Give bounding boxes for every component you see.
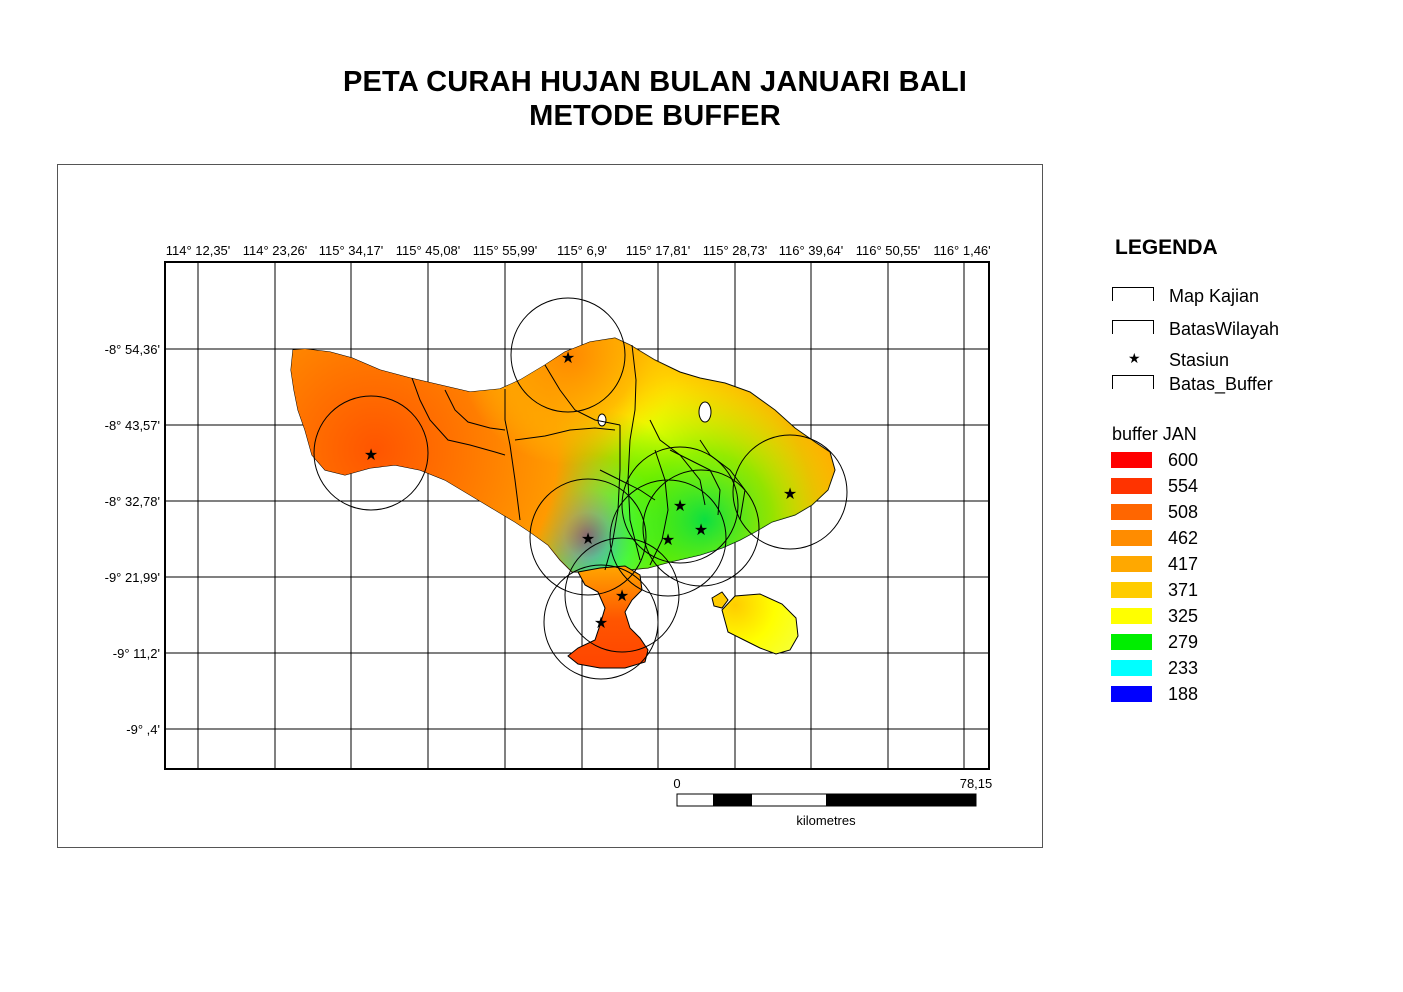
batas-wilayah-symbol xyxy=(1112,320,1154,334)
scale-unit: kilometres xyxy=(796,813,856,828)
scale-bar: 0 78,15 kilometres xyxy=(673,776,992,828)
legend-ramp-title: buffer JAN xyxy=(1112,424,1197,444)
longitude-labels: 114° 12,35' 114° 23,26' 115° 34,17' 115°… xyxy=(166,243,991,258)
lat-label: -9° 11,2' xyxy=(113,646,160,661)
station-legend-icon: ★ xyxy=(1128,350,1141,366)
lon-label: 114° 23,26' xyxy=(243,243,308,258)
legend-swatch xyxy=(1111,530,1152,546)
legend-batas-buffer: Batas_Buffer xyxy=(1169,374,1273,394)
legend-swatch xyxy=(1111,660,1152,676)
nusa-penida xyxy=(721,593,799,655)
nusa-lembongan xyxy=(711,591,729,609)
lake xyxy=(698,401,712,423)
lon-label: 115° 17,81' xyxy=(626,243,691,258)
legend-title: LEGENDA xyxy=(1115,236,1218,259)
station-marker: ★ xyxy=(661,532,675,549)
legend-swatch-label: 600 xyxy=(1168,450,1199,470)
map-frame xyxy=(57,164,1043,848)
legend-map-kajian: Map Kajian xyxy=(1169,286,1260,306)
buffer-circles xyxy=(313,297,848,680)
lat-label: -9° ,4' xyxy=(126,722,160,737)
batas-buffer-symbol xyxy=(1112,375,1154,389)
lon-label: 115° 55,99' xyxy=(473,243,538,258)
legend-swatch-label: 325 xyxy=(1168,606,1199,626)
station-marker: ★ xyxy=(694,522,708,539)
station-marker: ★ xyxy=(783,486,797,503)
map-title-line2: METODE BUFFER xyxy=(529,100,781,132)
legend-swatch xyxy=(1111,582,1152,598)
regency-boundaries xyxy=(411,344,746,571)
station-marker: ★ xyxy=(581,531,595,548)
lon-label: 115° 6,9' xyxy=(557,243,607,258)
lat-label: -8° 43,57' xyxy=(105,418,160,433)
legend-swatch xyxy=(1111,556,1152,572)
lon-label: 116° 50,55' xyxy=(856,243,921,258)
legend-swatch xyxy=(1111,452,1152,468)
lat-label: -9° 21,99' xyxy=(105,570,160,585)
lat-label: -8° 32,78' xyxy=(105,494,160,509)
legend-swatch xyxy=(1111,686,1152,702)
bali-island: ★ ★ ★ ★ ★ ★ ★ ★ ★ xyxy=(290,297,848,680)
lon-label: 115° 28,73' xyxy=(703,243,768,258)
legend-swatch xyxy=(1111,504,1152,520)
map-kajian-symbol xyxy=(1112,287,1154,301)
legend-swatch-label: 462 xyxy=(1168,528,1199,548)
lon-label: 115° 45,08' xyxy=(396,243,461,258)
legend-swatch xyxy=(1111,608,1152,624)
legend-swatch-label: 554 xyxy=(1168,476,1199,496)
legend-swatch-label: 371 xyxy=(1168,580,1199,600)
lon-label: 116° 39,64' xyxy=(779,243,844,258)
legend-swatch-label: 233 xyxy=(1168,658,1199,678)
station-marker: ★ xyxy=(594,615,608,632)
lon-label: 114° 12,35' xyxy=(166,243,231,258)
lon-label: 116° 1,46' xyxy=(933,243,990,258)
legend-swatch-label: 279 xyxy=(1168,632,1199,652)
legend-swatch xyxy=(1111,478,1152,494)
scale-end: 78,15 xyxy=(960,776,993,791)
lon-label: 115° 34,17' xyxy=(319,243,384,258)
legend-swatch-label: 508 xyxy=(1168,502,1199,522)
legend-swatch-label: 417 xyxy=(1168,554,1199,574)
map-neatline xyxy=(164,261,990,770)
map-title-line1: PETA CURAH HUJAN BULAN JANUARI BALI xyxy=(342,66,968,98)
scale-start: 0 xyxy=(673,776,680,791)
legend-swatch xyxy=(1111,634,1152,650)
lat-label: -8° 54,36' xyxy=(105,342,160,357)
latitude-labels: -8° 54,36' -8° 43,57' -8° 32,78' -9° 21,… xyxy=(105,342,160,737)
station-marker: ★ xyxy=(615,588,629,605)
station-marker: ★ xyxy=(673,498,687,515)
stations: ★ ★ ★ ★ ★ ★ ★ ★ ★ xyxy=(364,350,797,632)
legend-swatch-label: 188 xyxy=(1168,684,1199,704)
bukit-peninsula xyxy=(567,565,649,669)
legend-batas-wilayah: BatasWilayah xyxy=(1169,319,1280,339)
station-marker: ★ xyxy=(364,447,378,464)
station-marker: ★ xyxy=(561,350,575,367)
lake xyxy=(597,413,607,427)
legend-stasiun: Stasiun xyxy=(1169,350,1230,370)
